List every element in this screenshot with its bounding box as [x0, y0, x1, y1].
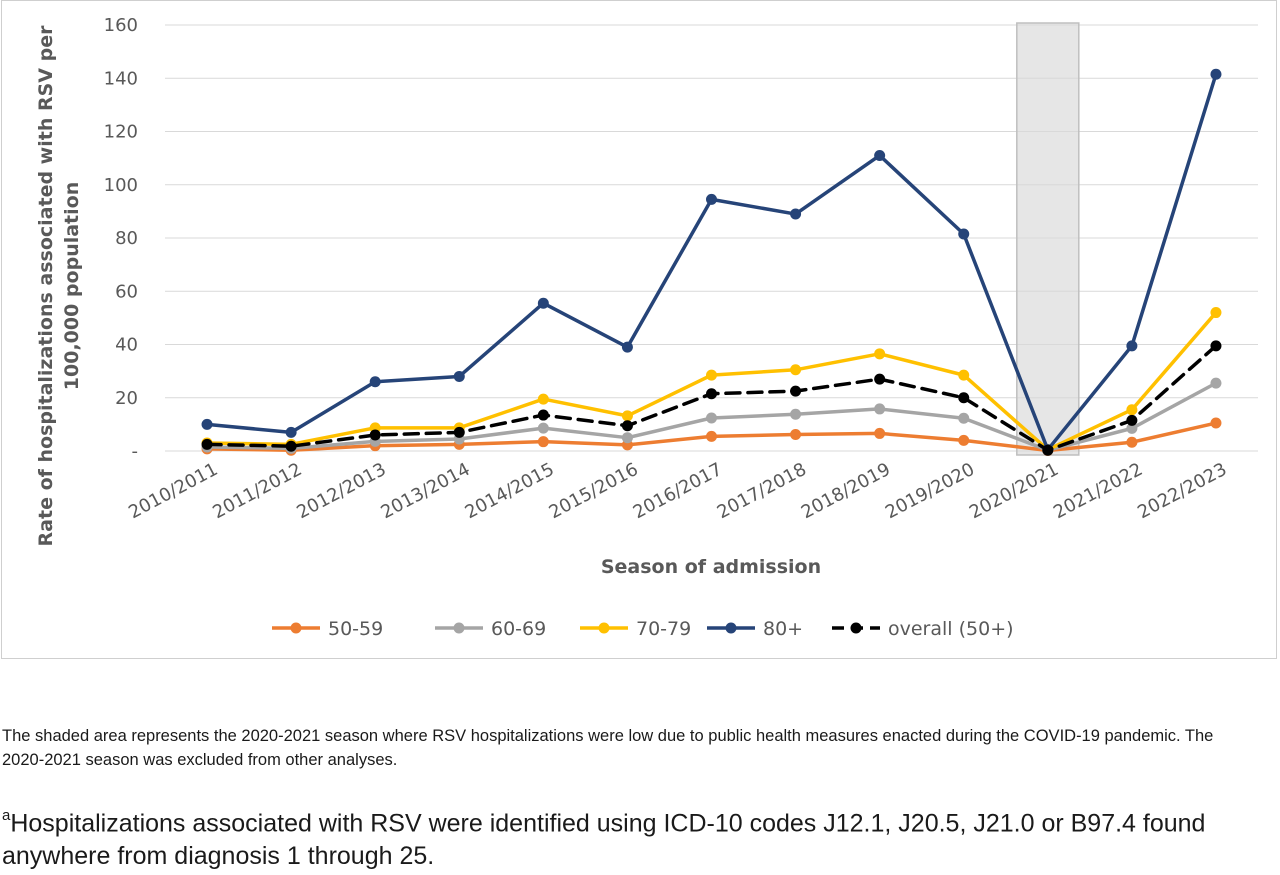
- legend-label: 80+: [763, 618, 803, 640]
- y-axis-title-line: Rate of hospitalizations associated with…: [35, 25, 57, 547]
- data-point: [958, 369, 970, 381]
- data-point: [621, 420, 633, 432]
- y-axis-title: Rate of hospitalizations associated with…: [35, 25, 83, 547]
- data-point: [537, 393, 549, 405]
- data-point: [1210, 68, 1222, 80]
- legend-item: overall (50+): [832, 618, 1014, 640]
- legend-swatch-marker: [725, 622, 737, 634]
- x-tick-label: 2013/2014: [378, 459, 474, 523]
- data-point: [958, 434, 970, 446]
- x-tick-label: 2022/2023: [1134, 459, 1230, 523]
- line-chart: -204060801001201401602010/20112011/20122…: [35, 15, 1258, 640]
- data-point: [537, 409, 549, 421]
- data-point: [1210, 307, 1222, 319]
- data-point: [706, 412, 717, 424]
- data-point: [958, 228, 970, 240]
- x-tick-label: 2012/2013: [293, 459, 389, 523]
- legend-swatch-marker: [850, 622, 862, 634]
- x-tick-label: 2015/2016: [546, 459, 642, 523]
- data-point: [874, 403, 886, 415]
- data-point: [1126, 436, 1138, 448]
- data-point: [1126, 422, 1138, 434]
- data-point: [706, 430, 717, 442]
- x-tick-label: 2010/2011: [125, 459, 221, 523]
- data-point: [537, 422, 549, 434]
- legend-swatch-marker: [290, 622, 302, 634]
- legend-label: 60-69: [491, 618, 546, 640]
- data-point: [1126, 340, 1138, 352]
- data-point: [874, 348, 886, 360]
- data-point: [369, 429, 381, 441]
- data-point: [201, 438, 213, 450]
- x-tick-label: 2011/2012: [209, 459, 305, 523]
- y-tick-label: 20: [115, 388, 138, 409]
- data-point: [537, 297, 549, 309]
- data-point: [1126, 414, 1138, 426]
- data-point: [1042, 444, 1054, 456]
- figure-caption: The shaded area represents the 2020-2021…: [2, 727, 1214, 769]
- data-point: [874, 427, 886, 439]
- x-axis-title: Season of admission: [601, 556, 821, 578]
- y-tick-label: 100: [104, 175, 138, 196]
- footnote-marker: a: [2, 807, 11, 824]
- x-tick-label: 2018/2019: [798, 459, 894, 523]
- data-point: [369, 376, 381, 388]
- data-point: [706, 193, 717, 205]
- data-point: [958, 412, 970, 424]
- data-point: [790, 428, 802, 440]
- data-point: [874, 149, 886, 161]
- data-point: [958, 392, 970, 404]
- footnote: aHospitalizations associated with RSV we…: [2, 801, 1252, 873]
- data-point: [790, 385, 802, 397]
- legend-item: 70-79: [580, 618, 691, 640]
- data-point: [1126, 404, 1138, 416]
- y-tick-label: 80: [115, 228, 138, 249]
- data-point: [201, 418, 213, 430]
- y-tick-label: 40: [115, 335, 138, 356]
- x-tick-label: 2014/2015: [462, 459, 558, 523]
- y-tick-label: 120: [104, 122, 138, 143]
- legend-label: 70-79: [636, 618, 691, 640]
- data-point: [621, 341, 633, 353]
- data-point: [1210, 340, 1222, 352]
- data-point: [1210, 417, 1222, 429]
- legend-swatch-marker: [598, 622, 610, 634]
- legend-label: 50-59: [328, 618, 383, 640]
- y-tick-label: 60: [115, 281, 138, 302]
- y-tick-label: 160: [104, 15, 138, 36]
- x-tick-label: 2019/2020: [882, 459, 978, 523]
- data-point: [453, 426, 465, 438]
- y-axis-title-line: 100,000 population: [61, 182, 83, 390]
- legend-item: 60-69: [435, 618, 546, 640]
- data-point: [537, 436, 549, 448]
- data-point: [790, 364, 802, 376]
- x-tick-label: 2016/2017: [630, 459, 726, 523]
- data-point: [453, 370, 465, 382]
- data-point: [1210, 377, 1222, 389]
- x-tick-label: 2021/2022: [1050, 459, 1146, 523]
- y-tick-label: 140: [104, 68, 138, 89]
- y-tick-label: -: [132, 441, 139, 462]
- data-point: [706, 369, 717, 381]
- data-point: [285, 440, 297, 452]
- data-point: [621, 432, 633, 444]
- footnote-text: Hospitalizations associated with RSV wer…: [2, 809, 1206, 871]
- data-point: [621, 410, 633, 422]
- data-point: [790, 408, 802, 420]
- legend-swatch-marker: [453, 622, 465, 634]
- chart-frame: -20 40 60 80 100 120 140 160 2010/2011 2011/2012 2…: [1, 0, 1277, 659]
- legend-item: 50-59: [272, 618, 383, 640]
- legend-label: overall (50+): [888, 618, 1014, 640]
- data-point: [285, 426, 297, 438]
- data-point: [706, 388, 717, 400]
- series-overall-50-: [201, 340, 1222, 456]
- data-point: [874, 373, 886, 385]
- data-point: [790, 208, 802, 220]
- legend-item: 80+: [707, 618, 803, 640]
- x-tick-label: 2020/2021: [966, 459, 1062, 523]
- shaded-excluded-season: [1016, 22, 1080, 456]
- x-tick-label: 2017/2018: [714, 459, 810, 523]
